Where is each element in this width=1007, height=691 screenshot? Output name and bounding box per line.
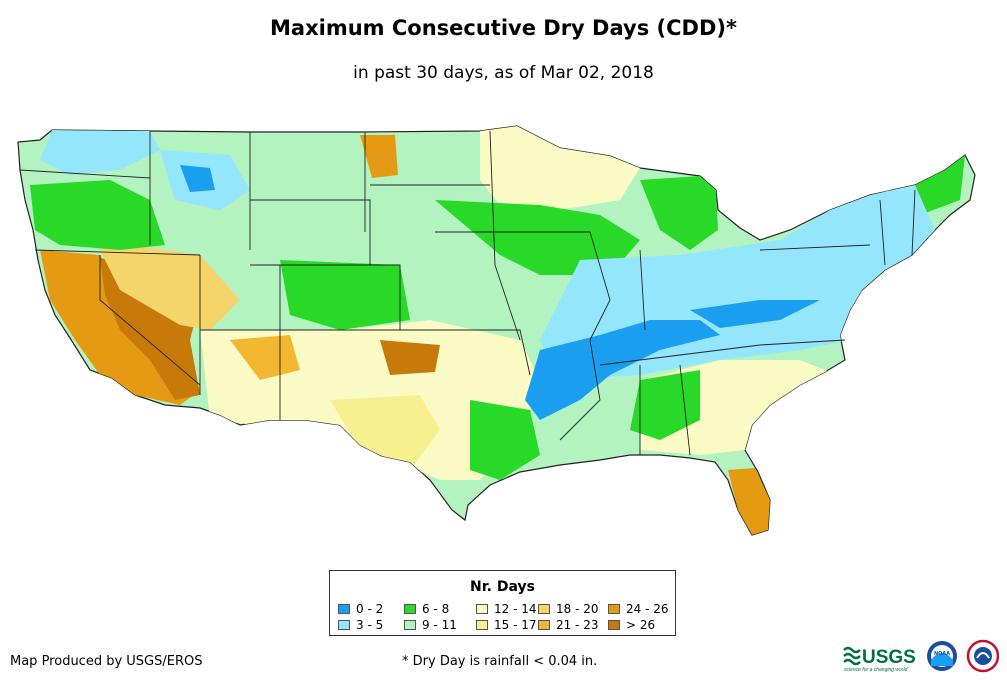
legend-label: 15 - 17 — [494, 618, 537, 632]
legend: Nr. Days 0 - 2 3 - 5 6 - 8 9 - 11 12 - 14 15 … — [329, 570, 676, 636]
legend-label: 21 - 23 — [556, 618, 599, 632]
legend-swatch — [538, 604, 550, 614]
legend-item: 9 - 11 — [404, 619, 457, 631]
border-in-oh — [639, 249, 646, 331]
zone-montana-orange — [360, 135, 398, 178]
legend-label: > 26 — [626, 618, 656, 632]
usgs-wordmark: USGS — [862, 647, 916, 668]
border-va-nc — [759, 339, 846, 346]
zone-plains-green — [280, 260, 410, 330]
zone-northwest-blue — [40, 130, 160, 175]
legend-swatch — [404, 604, 416, 614]
border-wa-or — [19, 169, 151, 179]
zone-oklahoma-dark-orange — [380, 340, 440, 375]
border-mn-ia-il — [489, 130, 521, 341]
noaa-wordmark: NOAA — [934, 651, 950, 657]
map-title: Maximum Consecutive Dry Days (CDD)* — [270, 16, 737, 40]
zone-lower-mississippi-blue — [525, 320, 720, 420]
legend-item: 0 - 2 — [338, 603, 383, 615]
legend-label: 0 - 2 — [356, 602, 384, 616]
border-co-ks — [250, 264, 401, 330]
legend-swatch — [476, 620, 488, 630]
legend-item: 12 - 14 — [476, 603, 537, 615]
legend-label: 12 - 14 — [494, 602, 537, 616]
legend-item: 18 - 20 — [538, 603, 599, 615]
zone-florida-orange — [728, 468, 770, 535]
zone-michigan-green — [640, 176, 718, 250]
us-dry-days-map — [17, 125, 976, 536]
border-ky-tn — [599, 344, 761, 366]
legend-item: 24 - 26 — [608, 603, 669, 615]
legend-swatch — [476, 604, 488, 614]
border-ca-nv — [99, 255, 201, 386]
border-tn-al-ga — [639, 364, 691, 456]
zone-appalachia-blue — [690, 300, 820, 328]
usgs-wave-icon — [843, 646, 861, 666]
agency-logo-graphics: USGS science for a changing world NOAA — [843, 639, 1000, 673]
border-pa-ny — [759, 244, 871, 251]
legend-swatch — [404, 620, 416, 630]
dry-day-footnote: * Dry Day is rainfall < 0.04 in. — [402, 654, 598, 669]
legend-label: 9 - 11 — [422, 618, 457, 632]
legend-item: 21 - 23 — [538, 619, 599, 631]
map-credit: Map Produced by USGS/EROS — [10, 654, 203, 669]
border-ks-ok-tx — [400, 329, 531, 376]
legend-title: Nr. Days — [470, 579, 535, 595]
legend-item: > 26 — [608, 619, 655, 631]
legend-label: 3 - 5 — [356, 618, 384, 632]
noaa-logo: NOAA — [927, 641, 957, 671]
usgs-logo: USGS science for a changing world — [843, 646, 916, 673]
legend-label: 6 - 8 — [422, 602, 450, 616]
legend-item: 15 - 17 — [476, 619, 537, 631]
nws-logo — [966, 639, 1000, 673]
legend-swatch — [608, 604, 620, 614]
border-or-ca-nv-id — [34, 249, 201, 256]
legend-swatch — [538, 620, 550, 630]
legend-item: 3 - 5 — [338, 619, 383, 631]
border-new-england — [879, 189, 916, 266]
zone-great-basin-yellow — [95, 240, 240, 330]
legend-label: 18 - 20 — [556, 602, 599, 616]
border-wy-ne-co — [250, 199, 371, 265]
border-mississippi-river — [559, 231, 611, 441]
agency-logos: USGS science for a changing world NOAA — [842, 636, 1002, 678]
legend-label: 24 - 26 — [626, 602, 669, 616]
legend-swatch — [608, 620, 620, 630]
zone-mississippi-green — [470, 400, 540, 480]
legend-item: 6 - 8 — [404, 603, 449, 615]
usgs-tagline: science for a changing world — [844, 667, 908, 673]
legend-swatch — [338, 604, 350, 614]
dry-days-zones — [30, 126, 965, 535]
state-borders — [19, 130, 916, 456]
zone-midwest-green — [435, 200, 640, 275]
legend-swatch — [338, 620, 350, 630]
zone-idaho-dark-blue — [180, 165, 215, 192]
zone-texas-light-yellow — [330, 395, 440, 470]
zone-southwest-gold — [230, 335, 300, 380]
map-subtitle: in past 30 days, as of Mar 02, 2018 — [353, 63, 654, 83]
zone-northern-plains-yellow — [480, 126, 640, 210]
zone-northwest-green — [30, 180, 165, 250]
